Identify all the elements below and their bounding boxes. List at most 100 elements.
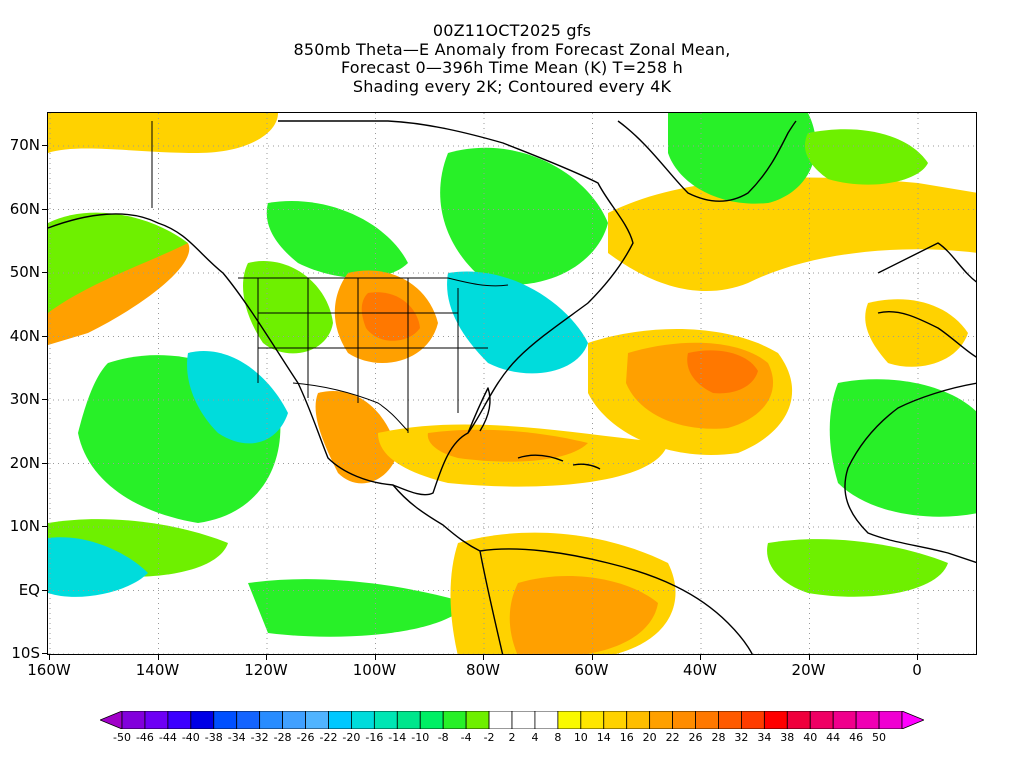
colorbar-label: 28 <box>711 731 726 744</box>
lon-label: 60W <box>574 661 609 679</box>
colorbar-swatch <box>603 711 628 729</box>
lat-label: EQ <box>18 580 40 599</box>
lat-tick <box>42 335 47 337</box>
lat-tick <box>42 653 47 654</box>
lon-label: 80W <box>466 661 500 679</box>
colorbar-swatch <box>786 711 811 729</box>
us-mexico-border <box>292 382 409 432</box>
colorbar-swatch <box>534 711 559 729</box>
colorbar-swatch <box>190 711 215 729</box>
lon-tick <box>808 655 810 660</box>
lon-tick <box>374 655 376 660</box>
lat-label: 60N <box>9 199 40 218</box>
lon-tick <box>700 655 701 660</box>
colorbar-label: -4 <box>460 731 472 744</box>
lon-tick <box>266 655 267 660</box>
colorbar-label: -34 <box>227 731 246 744</box>
shade-cold-baja <box>187 351 288 444</box>
lat-tick <box>42 399 47 400</box>
colorbar-swatch <box>855 711 880 729</box>
coastline-africa <box>844 382 976 564</box>
shade-cool-greenland <box>668 113 816 204</box>
lat-tick <box>42 145 47 146</box>
colorbar-swatch <box>488 711 513 729</box>
colorbar-swatch <box>465 711 490 729</box>
map-title: 00Z11OCT2025 gfs 850mb Theta—E Anomaly f… <box>0 21 1024 96</box>
shade-warm-mexico <box>315 391 398 484</box>
lat-label: 50N <box>9 263 40 281</box>
colorbar-label: -38 <box>204 731 223 744</box>
colorbar-label: 40 <box>803 731 818 744</box>
colorbar-label: -26 <box>296 731 315 744</box>
lon-tick <box>591 655 593 660</box>
colorbar-label: 14 <box>596 731 611 744</box>
colorbar-swatch <box>396 711 421 729</box>
shade-cool-west-africa <box>767 539 948 597</box>
coastline-europe <box>877 242 976 358</box>
us-canada-border <box>238 277 509 287</box>
title-line-4: Shading every 2K; Contoured every 4K <box>352 76 672 96</box>
colorbar-swatch <box>121 711 146 729</box>
shade-cool-rockies <box>243 261 333 354</box>
shade-cool-sahara <box>829 379 976 517</box>
map-plot-area <box>47 112 977 655</box>
anomaly-shading <box>48 113 976 654</box>
colorbar-label: 38 <box>780 731 795 744</box>
coastline-caribbean-islands <box>517 454 601 470</box>
colorbar-swatch <box>351 711 375 729</box>
coastline-north-america <box>48 120 634 496</box>
title-line-3: Forecast 0—396h Time Mean (K) T=258 h <box>340 58 684 77</box>
lon-label: 40W <box>683 661 717 679</box>
coastline-south-america <box>479 548 753 654</box>
shade-warm-pacific-band <box>48 243 190 345</box>
shade-cool-iceland <box>804 129 928 185</box>
colorbar-label: 20 <box>642 731 657 744</box>
lat-tick <box>42 526 47 527</box>
colorbar-swatch <box>626 711 651 729</box>
colorbar-label: 44 <box>826 731 841 744</box>
colorbar-label: 26 <box>688 731 703 744</box>
lon-label: 20W <box>791 661 826 679</box>
lon-label: 0 <box>912 661 922 679</box>
shade-warm-plains-core <box>361 292 420 341</box>
colorbar-swatch <box>832 711 857 729</box>
lon-label: 160W <box>27 661 71 679</box>
theta-e-anomaly-map <box>48 113 976 654</box>
colorbar-label: -10 <box>411 731 430 744</box>
lon-tick <box>917 655 918 660</box>
shade-strong-south-america <box>509 575 658 654</box>
colorbar-swatch <box>695 711 719 729</box>
lat-tick <box>42 589 47 591</box>
lat-tick <box>42 208 47 210</box>
political-boundaries <box>151 121 509 433</box>
colorbar-label: -44 <box>158 731 177 744</box>
lon-tick <box>157 655 159 660</box>
lat-label: 10S <box>11 644 40 662</box>
colorbar-swatch <box>259 711 283 729</box>
colorbar-swatch <box>442 711 467 729</box>
shade-warm-arctic-west <box>48 113 278 153</box>
coastlines <box>48 120 976 654</box>
lat-tick <box>42 272 47 273</box>
colorbar-swatch <box>763 711 788 729</box>
colorbar-swatch <box>213 711 238 729</box>
colorbar-label: 50 <box>872 731 887 744</box>
colorbar-swatch <box>305 711 329 729</box>
colorbar-label: -28 <box>273 731 292 744</box>
colorbar-label: 8 <box>554 731 562 744</box>
colorbar-label: -14 <box>388 731 407 744</box>
title-line-1: 00Z11OCT2025 gfs <box>432 21 592 40</box>
colorbar-label: -40 <box>181 731 200 744</box>
lat-tick <box>42 462 47 464</box>
us-state-grid <box>257 278 488 433</box>
colorbar-swatch <box>809 711 834 729</box>
colorbar-label: -20 <box>342 731 361 744</box>
lat-label: 30N <box>9 390 40 408</box>
colorbar-label: -50 <box>113 731 131 744</box>
lon-label: 120W <box>244 661 288 679</box>
colorbar-swatch <box>373 711 398 729</box>
colorbar-label: 4 <box>531 731 539 744</box>
colorbar-label: -16 <box>365 731 384 744</box>
lat-label: 20N <box>9 453 40 472</box>
graticule <box>48 113 976 654</box>
